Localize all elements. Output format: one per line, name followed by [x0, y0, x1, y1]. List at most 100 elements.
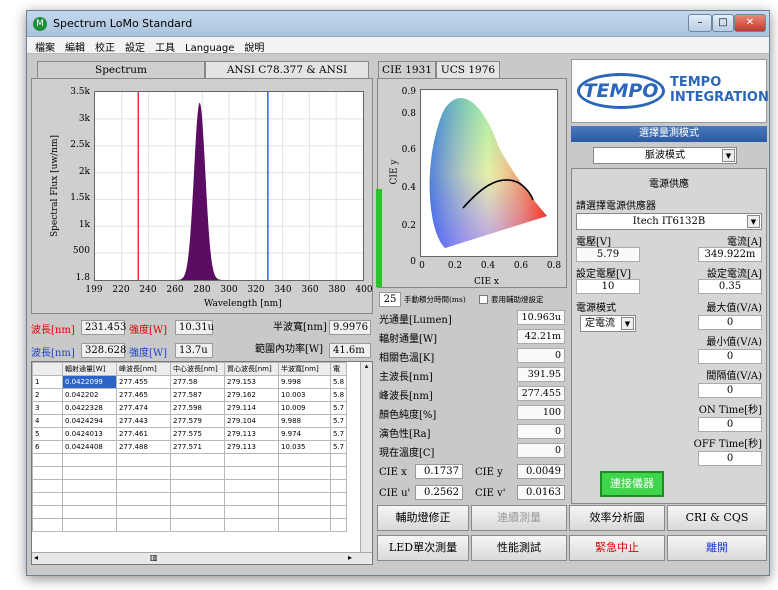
table-cell[interactable]: 10.009 — [278, 401, 331, 415]
table-cell[interactable]: 4 — [32, 414, 63, 428]
emergency-stop-button[interactable]: 緊急中止 — [569, 535, 665, 561]
table-cell[interactable] — [278, 492, 331, 506]
table-cell[interactable]: 279.153 — [224, 375, 279, 389]
off-time-input[interactable]: 0 — [698, 451, 762, 466]
mode-select[interactable]: 脈波模式 ▼ — [593, 147, 737, 164]
table-cell[interactable] — [170, 505, 225, 519]
table-cell[interactable]: 5.8 — [329, 375, 348, 389]
table-cell[interactable] — [170, 466, 225, 480]
table-cell[interactable]: 5.7 — [329, 414, 348, 428]
exit-button[interactable]: 離開 — [667, 535, 767, 561]
table-cell[interactable] — [224, 466, 279, 480]
table-cell[interactable]: 279.104 — [224, 414, 279, 428]
table-cell[interactable] — [329, 505, 348, 519]
close-button[interactable]: ✕ — [734, 14, 766, 32]
tab-ucs1976[interactable]: UCS 1976 — [436, 61, 500, 79]
table-cell[interactable] — [224, 479, 279, 493]
table-cell[interactable] — [62, 466, 117, 480]
table-cell[interactable] — [116, 453, 171, 467]
aux-lamp-correction-button[interactable]: 輔助燈修正 — [377, 505, 469, 531]
menu-tools[interactable]: 工具 — [155, 43, 175, 54]
table-cell[interactable] — [116, 492, 171, 506]
table-cell[interactable] — [329, 466, 348, 480]
table-cell[interactable] — [278, 466, 331, 480]
menu-settings[interactable]: 設定 — [125, 43, 145, 54]
menu-calibrate[interactable]: 校正 — [95, 43, 115, 54]
table-row-empty[interactable] — [32, 453, 348, 467]
table-cell[interactable] — [329, 479, 348, 493]
table-cell[interactable] — [32, 505, 63, 519]
table-cell[interactable] — [116, 518, 171, 532]
table-cell[interactable] — [62, 492, 117, 506]
set-voltage-input[interactable]: 10 — [576, 279, 640, 294]
table-cell[interactable]: 277.488 — [116, 440, 171, 454]
menu-file[interactable]: 檔案 — [35, 43, 55, 54]
table-cell[interactable]: 279.114 — [224, 401, 279, 415]
table-cell[interactable]: 5 — [32, 427, 63, 441]
table-cell[interactable]: 277.461 — [116, 427, 171, 441]
power-mode-select[interactable]: 定電流 ▼ — [580, 315, 636, 332]
table-cell[interactable] — [116, 479, 171, 493]
table-cell[interactable]: 5.7 — [329, 401, 348, 415]
tab-cie1931[interactable]: CIE 1931 — [378, 61, 436, 79]
table-cell[interactable]: 0.0424294 — [62, 414, 117, 428]
chevron-down-icon[interactable]: ▼ — [621, 317, 634, 330]
table-cell[interactable] — [62, 479, 117, 493]
table-row-empty[interactable] — [32, 492, 348, 506]
table-row-empty[interactable] — [32, 518, 348, 532]
scroll-left-icon[interactable]: ◂ — [34, 553, 39, 562]
table-cell[interactable] — [62, 505, 117, 519]
table-cell[interactable]: 9.974 — [278, 427, 331, 441]
power-device-select[interactable]: Itech IT6132B ▼ — [576, 213, 762, 230]
scroll-right-icon[interactable]: ▸ — [348, 553, 353, 562]
led-single-measure-button[interactable]: LED單次測量 — [377, 535, 469, 561]
aux-lamp-checkbox[interactable] — [479, 295, 488, 304]
integration-time-input[interactable]: 25 — [379, 292, 401, 307]
table-cell[interactable] — [170, 518, 225, 532]
on-time-input[interactable]: 0 — [698, 417, 762, 432]
table-cell[interactable]: 9.988 — [278, 414, 331, 428]
table-cell[interactable] — [116, 466, 171, 480]
table-cell[interactable] — [278, 518, 331, 532]
table-cell[interactable] — [224, 492, 279, 506]
connect-instrument-button[interactable]: 連接儀器 — [600, 471, 664, 497]
table-cell[interactable]: 0.0422328 — [62, 401, 117, 415]
table-cell[interactable] — [278, 505, 331, 519]
table-row[interactable]: 6 0.0424408 277.488 277.571 279.113 10.035 5.7 — [32, 440, 348, 454]
max-input[interactable]: 0 — [698, 315, 762, 330]
table-row[interactable]: 1 0.0422099 277.455 277.58 279.153 9.998 5.8 — [32, 375, 348, 389]
step-input[interactable]: 0 — [698, 383, 762, 398]
results-table[interactable]: 輻射通量[W] 峰波長[nm] 中心波長[nm] 質心波長[nm] 半波寬[nm… — [31, 361, 373, 565]
cri-cqs-button[interactable]: CRI & CQS — [667, 505, 767, 531]
table-cell[interactable]: 0.042202 — [62, 388, 117, 402]
table-cell[interactable]: 0.0424013 — [62, 427, 117, 441]
table-cell[interactable]: 9.998 — [278, 375, 331, 389]
table-cell[interactable] — [224, 505, 279, 519]
table-cell[interactable]: 277.58 — [170, 375, 225, 389]
table-cell[interactable]: 277.474 — [116, 401, 171, 415]
minimize-button[interactable]: – — [688, 14, 712, 32]
table-cell[interactable]: 277.587 — [170, 388, 225, 402]
table-cell[interactable]: 277.575 — [170, 427, 225, 441]
menu-edit[interactable]: 編輯 — [65, 43, 85, 54]
table-cell[interactable]: 3 — [32, 401, 63, 415]
table-cell[interactable] — [278, 479, 331, 493]
maximize-button[interactable]: □ — [712, 14, 734, 32]
table-cell[interactable]: 277.443 — [116, 414, 171, 428]
table-row-empty[interactable] — [32, 466, 348, 480]
table-cell[interactable] — [62, 453, 117, 467]
continuous-measure-button[interactable]: 連續測量 — [471, 505, 567, 531]
table-vscroll[interactable]: ▴ — [360, 362, 372, 552]
table-cell[interactable]: 277.455 — [116, 375, 171, 389]
scroll-up-icon[interactable]: ▴ — [364, 362, 369, 370]
table-row-empty[interactable] — [32, 479, 348, 493]
table-cell[interactable] — [62, 518, 117, 532]
table-cell[interactable] — [170, 479, 225, 493]
table-cell[interactable] — [329, 518, 348, 532]
table-cell[interactable]: 279.113 — [224, 427, 279, 441]
table-cell[interactable] — [32, 479, 63, 493]
table-cell[interactable] — [224, 453, 279, 467]
table-cell[interactable]: 0.0422099 — [62, 375, 117, 389]
table-cell[interactable]: 277.598 — [170, 401, 225, 415]
table-cell[interactable]: 279.162 — [224, 388, 279, 402]
